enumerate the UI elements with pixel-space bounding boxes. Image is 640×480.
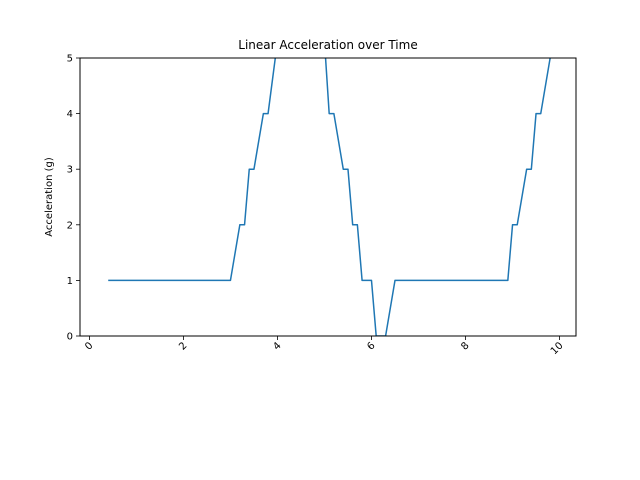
plot-frame (79, 57, 577, 337)
y-axis-label: Acceleration (g) (44, 157, 55, 237)
series-line-0 (108, 58, 551, 336)
chart-title: Linear Acceleration over Time (238, 38, 417, 52)
x-tick-label: 8 (459, 340, 471, 352)
x-tick-label: 10 (549, 340, 566, 357)
y-tick-label: 0 (67, 332, 73, 343)
x-tick-label: 0 (83, 340, 95, 352)
x-tick-label: 2 (177, 340, 189, 352)
x-tick-label: 6 (365, 340, 377, 352)
y-tick-label: 5 (67, 54, 73, 65)
y-tick-label: 4 (67, 109, 73, 120)
y-tick-label: 2 (67, 220, 73, 231)
x-tick-label: 4 (271, 340, 283, 352)
y-tick-label: 3 (67, 165, 73, 176)
y-tick-label: 1 (67, 276, 73, 287)
